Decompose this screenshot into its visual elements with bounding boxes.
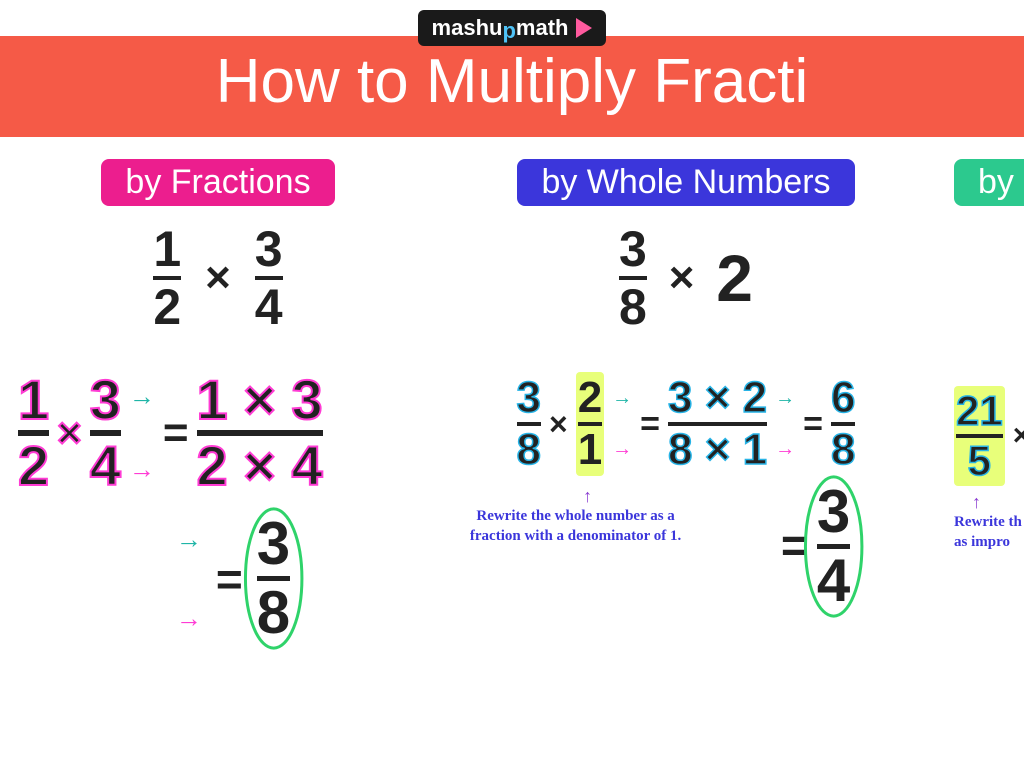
frac-den: 8 — [517, 428, 541, 472]
logo-badge: mashupmath — [418, 10, 607, 46]
frac-den: 5 — [968, 440, 991, 482]
mult-op: × — [57, 409, 82, 457]
work-2-line1: 3 8 × 2 1 → → = 3 × 2 8 × 1 → → — [446, 372, 926, 476]
header: mashupmath How to Multiply Fracti — [0, 0, 1024, 137]
mult-op: × — [205, 253, 231, 302]
frac-num: 3 — [517, 376, 541, 420]
col-by-fractions: by Fractions 1 2 × 3 4 1 2 × 3 — [18, 159, 418, 709]
frac-num: 3 — [619, 224, 647, 274]
problem-2: 3 8 × 2 — [446, 224, 926, 332]
arrow-icon: → — [775, 387, 795, 410]
col-badge-fractions: by Fractions — [101, 159, 334, 206]
result-num: 3 — [817, 482, 850, 542]
note-text: Rewrite th as impro — [954, 513, 1024, 552]
frac-num: 1 — [153, 224, 181, 274]
problem-1: 1 2 × 3 4 — [18, 224, 418, 332]
frac-den: 4 — [255, 282, 283, 332]
logo-text-p: p — [502, 18, 515, 44]
arrow-icon: → — [129, 454, 155, 485]
frac-den: 2 — [153, 282, 181, 332]
work-3-line1: 21 5 × — [954, 386, 1024, 486]
arrow-icon: → — [129, 381, 155, 412]
col-badge-mixed: by — [954, 159, 1024, 206]
note-arrow-icon: ↑ — [470, 486, 705, 507]
col-by-mixed: by 21 5 × ↑ Rewrite th as impro — [954, 159, 1024, 709]
frac-den: 8 — [831, 428, 855, 472]
frac-num: 1 — [18, 372, 49, 428]
frac-den: 8 — [619, 282, 647, 332]
page-title: How to Multiply Fracti — [0, 36, 1024, 137]
frac-num: 3 — [90, 372, 121, 428]
equals: = — [781, 519, 809, 574]
frac-num: 1 × 3 — [197, 372, 323, 428]
whole-number: 2 — [716, 241, 753, 315]
columns: by Fractions 1 2 × 3 4 1 2 × 3 — [0, 137, 1024, 709]
mult-op: × — [669, 253, 695, 302]
frac-num: 3 × 2 — [668, 376, 767, 420]
equals: = — [803, 405, 823, 444]
work-1-line1: 1 2 × 3 4 → → = 1 × 3 2 × 4 — [18, 372, 418, 494]
equals: = — [216, 552, 243, 606]
result-den: 8 — [257, 583, 290, 643]
note-text: Rewrite the whole number as a fraction w… — [446, 507, 705, 546]
result-den: 4 — [817, 551, 850, 611]
arrow-icon: → — [775, 438, 795, 461]
play-icon — [576, 18, 592, 38]
work-2-result: = 3 4 — [705, 482, 926, 611]
result-num: 3 — [257, 514, 290, 574]
col-by-whole: by Whole Numbers 3 8 × 2 3 8 × 2 1 — [446, 159, 926, 709]
work-1-result: → → = 3 8 — [18, 514, 418, 643]
note-line: Rewrite the whole number as a — [476, 508, 674, 524]
arrow-icon: → — [612, 438, 632, 461]
note-arrow-icon: ↑ — [972, 492, 1024, 513]
note-line: Rewrite th — [954, 514, 1022, 530]
note-line: fraction with a denominator of 1. — [470, 528, 681, 544]
arrow-icon: → — [612, 387, 632, 410]
logo-text: mashu — [432, 15, 503, 41]
frac-den: 2 × 4 — [197, 438, 323, 494]
arrow-icon: → — [176, 603, 202, 634]
frac-den: 2 — [18, 438, 49, 494]
frac-num: 2 — [578, 376, 602, 420]
equals: = — [640, 405, 660, 444]
frac-den: 1 — [578, 428, 602, 472]
col-badge-whole: by Whole Numbers — [517, 159, 854, 206]
logo-text2: math — [516, 15, 569, 41]
mult-op: × — [1013, 419, 1024, 453]
frac-num: 6 — [831, 376, 855, 420]
arrow-icon: → — [176, 524, 202, 555]
note-line: as impro — [954, 534, 1010, 550]
equals: = — [163, 408, 189, 458]
frac-num: 3 — [255, 224, 283, 274]
frac-den: 8 × 1 — [668, 428, 767, 472]
mult-op: × — [549, 406, 568, 443]
frac-den: 4 — [90, 438, 121, 494]
frac-num: 21 — [956, 390, 1003, 432]
